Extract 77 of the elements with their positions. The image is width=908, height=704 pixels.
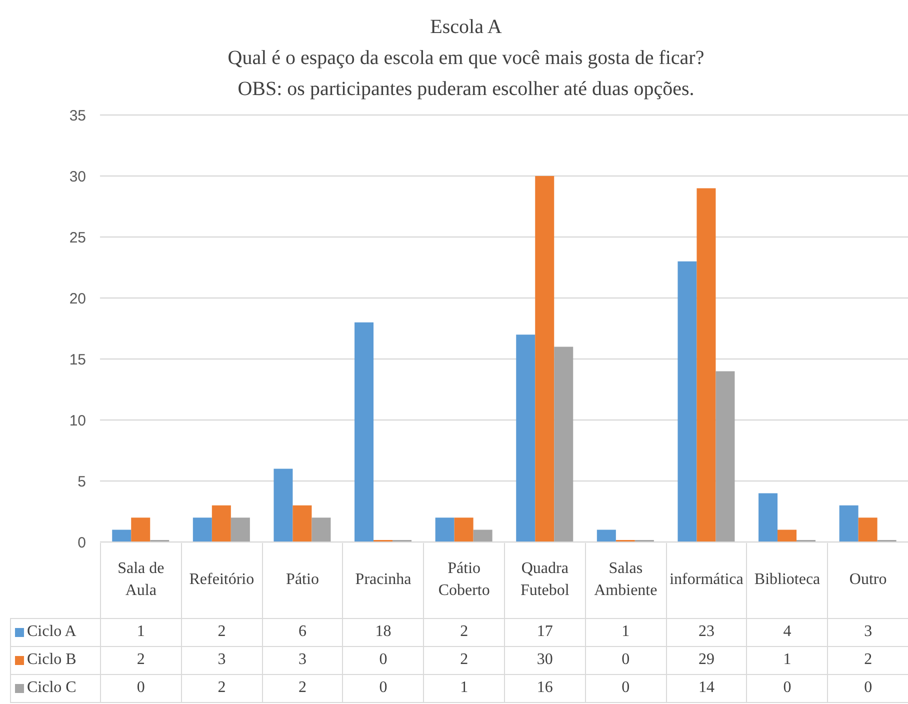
x-tick-label: Quadra Futebol — [520, 560, 570, 600]
x-tick-label: Sala de Aula — [118, 560, 164, 600]
data-label: 2 — [828, 646, 908, 674]
data-label: 1 — [100, 618, 182, 646]
x-tick-label: Salas Ambiente — [594, 560, 658, 600]
data-label: 6 — [262, 618, 343, 646]
bar — [454, 518, 474, 542]
data-label: 4 — [746, 618, 828, 646]
data-label: 0 — [746, 674, 828, 702]
data-label: 17 — [504, 618, 586, 646]
data-label: 3 — [262, 646, 343, 674]
data-label: 30 — [504, 646, 586, 674]
data-label: 14 — [666, 674, 747, 702]
bar — [554, 346, 574, 542]
data-label: 1 — [424, 674, 504, 702]
x-tick-label: Outro — [849, 571, 887, 588]
x-tick-label: informática — [670, 571, 744, 588]
y-tick-label: 15 — [69, 351, 86, 368]
data-label: 2 — [424, 646, 504, 674]
bar — [535, 176, 554, 542]
bar — [516, 334, 536, 542]
bar — [758, 493, 778, 542]
chart-subtitle: Qual é o espaço da escola em que você mais gosta de ficar? — [228, 47, 704, 69]
legend-label: Ciclo C — [27, 679, 76, 696]
bar — [112, 530, 132, 542]
data-label: 3 — [181, 646, 262, 674]
data-label: 29 — [666, 646, 747, 674]
x-tick-label: Pátio Coberto — [438, 560, 490, 600]
bar — [778, 530, 797, 542]
bar — [212, 505, 231, 542]
data-label: 0 — [342, 674, 424, 702]
x-tick-label: Refeitório — [189, 571, 254, 588]
bar — [230, 518, 250, 542]
y-tick-label: 30 — [69, 168, 86, 186]
bar — [131, 518, 150, 542]
data-label: 0 — [585, 674, 666, 702]
y-tick-label: 10 — [69, 412, 86, 430]
data-label: 23 — [666, 618, 747, 646]
bar — [473, 530, 492, 542]
data-label: 0 — [342, 646, 424, 674]
data-label: 16 — [504, 674, 586, 702]
bar — [696, 188, 716, 542]
chart-title: Escola A — [430, 16, 502, 38]
data-label: 0 — [828, 674, 908, 702]
data-label: 1 — [746, 646, 828, 674]
data-label: 1 — [585, 618, 666, 646]
text: OBS: os participantes puderam escolher até duas opções. — [238, 78, 694, 100]
data-label: 3 — [828, 618, 908, 646]
y-tick-label: 5 — [78, 473, 86, 490]
data-label: 18 — [342, 618, 424, 646]
data-label: 2 — [181, 618, 262, 646]
bar — [354, 322, 374, 542]
x-tick-label: Biblioteca — [754, 571, 820, 588]
bar — [292, 505, 312, 542]
y-tick-label: 35 — [69, 107, 86, 124]
data-label: 2 — [424, 618, 504, 646]
y-tick-label: 20 — [69, 290, 86, 308]
legend-label: Ciclo A — [27, 623, 76, 640]
bar — [435, 518, 454, 542]
bar — [192, 518, 212, 542]
y-tick-label: 25 — [69, 229, 86, 246]
x-tick-label: Pracinha — [355, 571, 412, 588]
data-label: 2 — [100, 646, 182, 674]
bar — [858, 518, 878, 542]
bar — [596, 530, 616, 542]
bar — [312, 518, 331, 542]
data-label: 2 — [262, 674, 343, 702]
bar — [839, 505, 858, 542]
legend-label: Ciclo B — [27, 651, 76, 668]
bar — [678, 261, 697, 542]
bar — [716, 371, 735, 542]
data-label: 0 — [100, 674, 182, 702]
data-label: 2 — [181, 674, 262, 702]
bar — [274, 468, 293, 542]
x-tick-label: Pátio — [286, 571, 319, 588]
y-tick-label: 0 — [78, 534, 86, 552]
data-label: 0 — [585, 646, 666, 674]
